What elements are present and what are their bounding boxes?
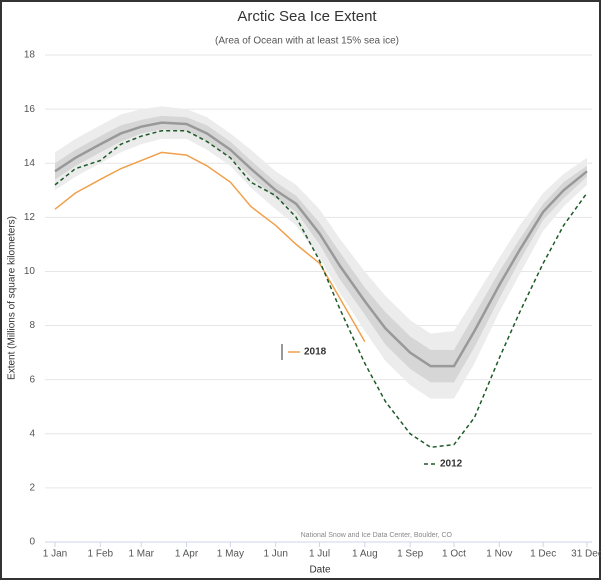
y-tick-label: 4 [29, 428, 35, 439]
x-tick-label: 1 Apr [175, 549, 199, 560]
x-tick-label: 31 Dec [571, 549, 601, 560]
source-note: National Snow and Ice Data Center, Bould… [301, 532, 453, 539]
range-band [55, 106, 587, 399]
series-line [54, 130, 588, 449]
range-band [55, 115, 587, 383]
legend-label: 2018 [304, 347, 327, 358]
chart-subtitle: (Area of Ocean with at least 15% sea ice… [215, 36, 399, 47]
y-tick-label: 2 [29, 483, 35, 494]
y-tick-label: 18 [24, 50, 36, 61]
chart-title: Arctic Sea Ice Extent [237, 8, 377, 25]
x-tick-label: 1 Feb [88, 549, 114, 560]
x-tick-label: 1 Jun [263, 549, 287, 560]
y-tick-label: 14 [24, 158, 36, 169]
series-line [54, 151, 366, 343]
series-line [54, 121, 588, 368]
x-tick-label: 1 Nov [486, 549, 512, 560]
y-tick-label: 12 [24, 212, 36, 223]
x-tick-label: 1 Jan [43, 549, 67, 560]
y-tick-label: 0 [29, 537, 35, 548]
x-tick-label: 1 May [217, 549, 244, 560]
y-axis-title: Extent (Millions of square kilometers) [7, 216, 18, 380]
x-tick-label: 1 Oct [442, 549, 466, 560]
y-tick-label: 10 [24, 266, 36, 277]
x-tick-label: 1 Dec [530, 549, 556, 560]
y-tick-label: 16 [24, 104, 36, 115]
x-tick-label: 1 Aug [352, 549, 378, 560]
y-tick-label: 8 [29, 320, 35, 331]
legend-label: 2012 [440, 459, 463, 470]
x-tick-label: 1 Jul [309, 549, 330, 560]
x-tick-label: 1 Sep [397, 549, 424, 560]
y-tick-label: 6 [29, 374, 35, 385]
x-tick-label: 1 Mar [128, 549, 154, 560]
x-axis-title: Date [309, 565, 331, 576]
